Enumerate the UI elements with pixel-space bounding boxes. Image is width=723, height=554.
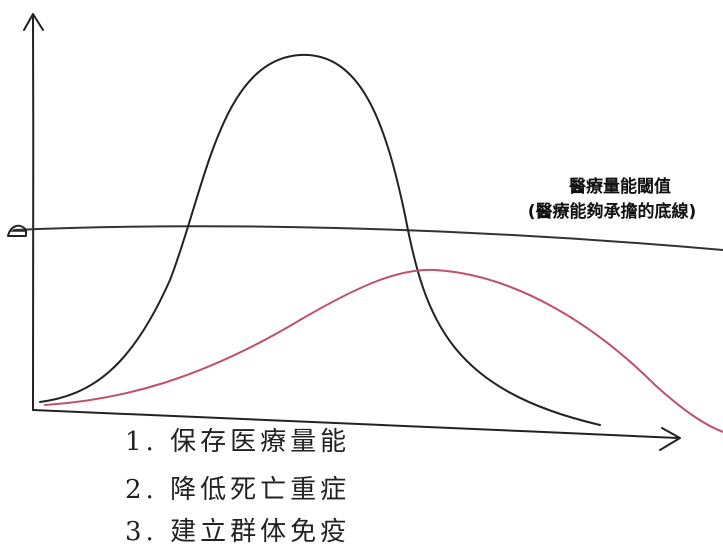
x-axis-arrow — [659, 427, 681, 451]
threshold-marker — [7, 224, 27, 237]
note: 1. 保存医療量能 — [125, 427, 350, 457]
note: 2. 降低死亡重症 — [125, 475, 350, 505]
threshold-title: 醫療量能閾值 — [569, 176, 671, 197]
note: 3. 建立群体免疫 — [125, 517, 350, 547]
unmitigated-curve — [39, 53, 601, 426]
x-axis — [32, 409, 679, 439]
y-axis — [31, 15, 35, 411]
threshold-subtitle: (醫療能夠承擔的底線) — [528, 201, 697, 222]
threshold-line — [13, 225, 723, 251]
y-axis-arrow — [23, 13, 44, 31]
flattened-curve — [44, 268, 723, 433]
